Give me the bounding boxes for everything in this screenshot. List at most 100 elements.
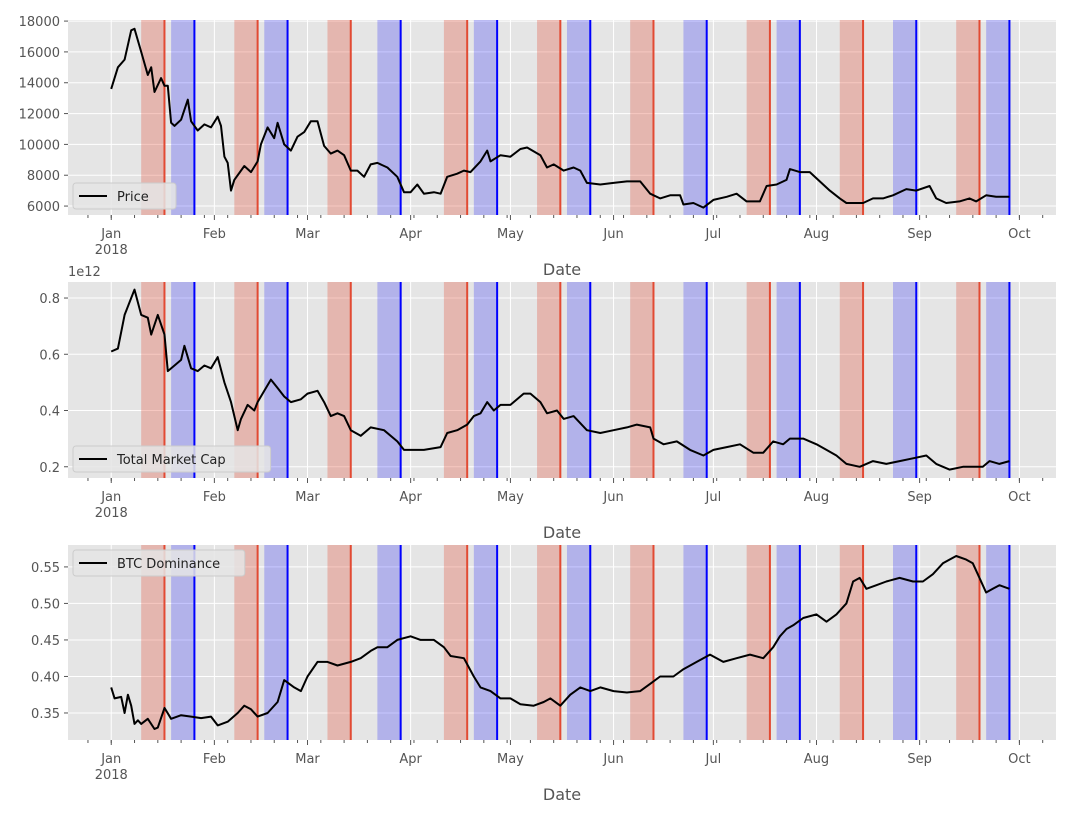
blue-span	[566, 282, 591, 478]
legend-label: Price	[117, 190, 149, 205]
xtick-label: Jul	[705, 752, 722, 767]
red-span	[234, 20, 258, 215]
blue-span	[377, 282, 401, 478]
blue-span	[264, 20, 288, 215]
xtick-year-label: 2018	[95, 506, 128, 521]
xtick-label: Sep	[907, 752, 932, 767]
xtick-label: Feb	[203, 227, 226, 242]
ytick-label: 0.55	[31, 561, 60, 576]
blue-span	[986, 20, 1010, 215]
red-span	[630, 545, 654, 740]
red-span	[956, 282, 980, 478]
legend-box	[72, 445, 272, 473]
series-line-total-market-cap	[110, 288, 1010, 471]
blue-span	[377, 545, 401, 740]
xtick-label: Apr	[399, 490, 422, 505]
plot-background	[68, 282, 1056, 478]
xtick-label: Mar	[295, 752, 320, 767]
legend-box	[72, 182, 177, 210]
blue-span	[892, 545, 917, 740]
blue-span	[776, 545, 800, 740]
red-span	[327, 545, 351, 740]
ytick-label: 10000	[19, 138, 60, 153]
xtick-label: Aug	[804, 752, 829, 767]
ytick-label: 0.45	[31, 634, 60, 649]
red-span	[327, 282, 351, 478]
subplot-1: 6000 8000 10000 12000 14000 16000 18000 Jan2018…	[19, 15, 1056, 279]
blue-span	[892, 282, 917, 478]
ytick-label: 12000	[19, 108, 60, 123]
red-span	[746, 20, 770, 215]
ytick-label: 0.2	[39, 461, 60, 476]
ytick-label: 0.4	[39, 405, 60, 420]
red-span	[746, 545, 770, 740]
xtick-label: Jan	[100, 752, 121, 767]
ytick-label: 18000	[19, 15, 60, 30]
blue-span	[892, 20, 917, 215]
blue-span	[473, 545, 498, 740]
legend: BTC Dominance	[72, 549, 246, 577]
y-offset-text: 1e12	[68, 265, 101, 280]
xtick-label: Feb	[203, 490, 226, 505]
blue-span	[776, 20, 800, 215]
blue-span	[986, 545, 1010, 740]
red-span	[141, 282, 165, 478]
xtick-label: Jun	[602, 227, 623, 242]
blue-span	[473, 282, 498, 478]
blue-span	[171, 282, 195, 478]
red-span	[746, 282, 770, 478]
red-span	[443, 545, 468, 740]
red-span	[956, 545, 980, 740]
red-span	[537, 282, 561, 478]
red-span	[839, 545, 864, 740]
xtick-year-label: 2018	[95, 768, 128, 783]
legend-box	[72, 549, 246, 577]
red-span	[141, 545, 165, 740]
xtick-label: Jul	[705, 227, 722, 242]
red-span	[537, 20, 561, 215]
x-axis-label: Date	[543, 785, 581, 804]
xtick-label: May	[497, 227, 524, 242]
xtick-label: Aug	[804, 227, 829, 242]
ytick-label: 0.40	[31, 670, 60, 685]
series-line-price	[110, 27, 1010, 209]
legend-label: Total Market Cap	[116, 453, 226, 468]
ytick-label: 16000	[19, 46, 60, 61]
ytick-label: 0.50	[31, 597, 60, 612]
xtick-label: Feb	[203, 752, 226, 767]
xtick-label: Mar	[295, 490, 320, 505]
xtick-label: May	[497, 752, 524, 767]
x-axis-label: Date	[543, 260, 581, 279]
xtick-label: Sep	[907, 490, 932, 505]
xtick-label: Aug	[804, 490, 829, 505]
red-span	[537, 545, 561, 740]
xtick-label: May	[497, 490, 524, 505]
ytick-label: 14000	[19, 77, 60, 92]
blue-span	[776, 282, 800, 478]
red-span	[630, 20, 654, 215]
plot-background	[68, 545, 1056, 740]
blue-span	[377, 20, 401, 215]
ytick-label: 6000	[27, 200, 60, 215]
blue-span	[566, 545, 591, 740]
xtick-label: Oct	[1008, 752, 1030, 767]
blue-span	[683, 282, 707, 478]
red-span	[443, 20, 468, 215]
xtick-label: Jan	[100, 490, 121, 505]
blue-span	[566, 20, 591, 215]
blue-span	[264, 545, 288, 740]
red-span	[956, 20, 980, 215]
legend-label: BTC Dominance	[117, 557, 220, 572]
red-span	[839, 20, 864, 215]
red-span	[839, 282, 864, 478]
xtick-label: Apr	[399, 752, 422, 767]
ytick-label: 0.35	[31, 707, 60, 722]
blue-span	[171, 545, 195, 740]
series-line-btc-dominance	[110, 555, 1010, 730]
xtick-label: Jan	[100, 227, 121, 242]
xtick-label: Jun	[602, 490, 623, 505]
xtick-label: Mar	[295, 227, 320, 242]
